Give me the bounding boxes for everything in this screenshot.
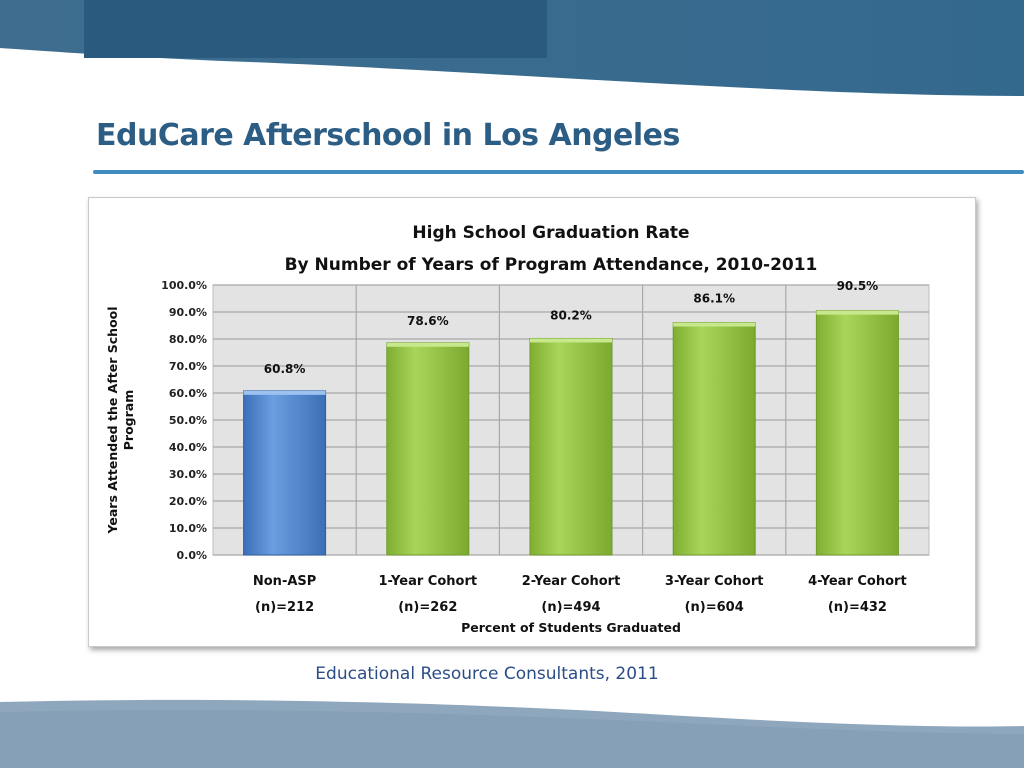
x-category-label: 3-Year Cohort	[665, 574, 764, 589]
slide-title: EduCare Afterschool in Los Angeles	[96, 118, 680, 153]
y-tick-label: 70.0%	[169, 360, 207, 373]
bar-1	[243, 390, 327, 556]
y-tick-label: 0.0%	[176, 549, 207, 562]
y-tick-label: 20.0%	[169, 495, 207, 508]
y-axis-ticks: 0.0% 10.0% 20.0% 30.0% 40.0% 50.0% 60.0% 70.0% 8…	[161, 279, 207, 562]
y-tick-label: 80.0%	[169, 333, 207, 346]
chart-subtitle: By Number of Years of Program Attendance…	[285, 255, 818, 275]
x-category-sublabel: (n)=432	[828, 600, 887, 615]
bars	[243, 310, 899, 556]
y-axis-title: Years Attended the After School Program	[105, 306, 136, 534]
y-tick-label: 50.0%	[169, 414, 207, 427]
bar-top-highlight	[673, 322, 756, 327]
y-tick-label: 30.0%	[169, 468, 207, 481]
y-axis-title-line2: Program	[121, 390, 136, 451]
x-category-label: 2-Year Cohort	[522, 574, 621, 589]
source-caption: Educational Resource Consultants, 2011	[0, 664, 974, 684]
chart-title: High School Graduation Rate	[412, 223, 689, 243]
bar-top-highlight	[243, 390, 326, 395]
bar-top-highlight	[386, 342, 469, 347]
source-text: Educational Resource Consultants, 2011	[315, 664, 659, 684]
y-tick-label: 60.0%	[169, 387, 207, 400]
x-category-label: Non-ASP	[253, 574, 316, 589]
x-category-sublabel: (n)=212	[255, 600, 314, 615]
chart-frame: High School Graduation Rate By Number of…	[88, 197, 976, 647]
bar-top-highlight	[530, 338, 612, 343]
footer-band	[0, 699, 1024, 768]
x-axis-title: Percent of Students Graduated	[461, 620, 681, 635]
data-label: 78.6%	[407, 314, 449, 328]
y-axis-title-line1: Years Attended the After School	[105, 306, 120, 534]
y-tick-label: 100.0%	[161, 279, 207, 292]
bar-top-highlight	[816, 310, 899, 315]
y-tick-label: 90.0%	[169, 306, 207, 319]
x-category-label: 1-Year Cohort	[379, 574, 478, 589]
bar-chart: High School Graduation Rate By Number of…	[105, 223, 930, 635]
x-category-sublabel: (n)=262	[398, 600, 457, 615]
bar-4	[672, 322, 756, 556]
x-axis-labels: Non-ASP (n)=212 1-Year Cohort (n)=262 2-Year…	[253, 574, 907, 615]
data-label: 80.2%	[550, 308, 592, 322]
bar-3	[529, 337, 613, 556]
x-category-label: 4-Year Cohort	[808, 574, 907, 589]
data-label: 60.8%	[264, 362, 306, 376]
x-category-sublabel: (n)=494	[541, 600, 600, 615]
data-label: 86.1%	[693, 292, 735, 306]
header-band	[0, 0, 1024, 96]
data-label: 90.5%	[837, 279, 879, 293]
x-category-sublabel: (n)=604	[685, 600, 744, 615]
y-tick-label: 10.0%	[169, 522, 207, 535]
bar-5	[815, 310, 899, 556]
y-tick-label: 40.0%	[169, 441, 207, 454]
title-underline	[93, 170, 1024, 174]
bar-2	[386, 342, 470, 556]
data-labels: 60.8% 78.6% 80.2% 86.1% 90.5%	[264, 279, 878, 376]
